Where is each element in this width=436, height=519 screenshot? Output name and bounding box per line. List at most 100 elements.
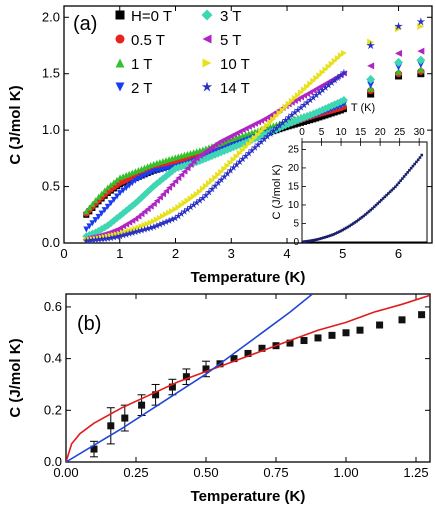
data-point bbox=[318, 86, 327, 94]
inset-data-point bbox=[357, 218, 360, 222]
data-point bbox=[138, 174, 145, 181]
data-point bbox=[319, 69, 326, 76]
fit-line bbox=[66, 294, 430, 462]
data-point bbox=[366, 41, 375, 50]
data-point bbox=[165, 216, 173, 225]
data-point bbox=[174, 212, 183, 220]
legend-marker bbox=[115, 82, 125, 92]
data-point bbox=[258, 344, 266, 352]
inset-data-point bbox=[397, 181, 401, 185]
data-point bbox=[316, 72, 323, 79]
data-point bbox=[119, 231, 127, 239]
data-point bbox=[89, 220, 96, 227]
data-point bbox=[327, 78, 336, 86]
inset-data-point bbox=[321, 236, 325, 240]
inset-data-point bbox=[362, 214, 366, 218]
data-point bbox=[189, 200, 198, 209]
x-tick-label: 0.50 bbox=[193, 465, 218, 480]
data-point bbox=[140, 225, 149, 233]
inset-y-tick-label: 20 bbox=[288, 163, 300, 174]
inset-data-point bbox=[346, 225, 350, 229]
data-point bbox=[340, 49, 347, 56]
data-point bbox=[417, 47, 425, 55]
data-point bbox=[90, 445, 98, 453]
data-point bbox=[367, 62, 375, 70]
data-point bbox=[181, 199, 188, 206]
data-point bbox=[138, 223, 145, 230]
inset-data-point bbox=[418, 156, 422, 159]
data-point bbox=[95, 213, 102, 220]
data-point bbox=[181, 168, 188, 175]
inset-data-point bbox=[367, 210, 371, 213]
legend-marker bbox=[201, 81, 213, 92]
data-point bbox=[394, 21, 403, 30]
inset-data-point bbox=[314, 238, 318, 241]
data-point bbox=[163, 188, 170, 195]
data-point bbox=[300, 337, 308, 345]
data-point bbox=[291, 108, 299, 116]
inset-data-point bbox=[355, 219, 358, 223]
data-point bbox=[113, 193, 120, 200]
data-point bbox=[287, 111, 296, 119]
data-point bbox=[184, 165, 191, 172]
data-point bbox=[183, 205, 192, 213]
data-point bbox=[244, 349, 252, 357]
inset-data-point bbox=[351, 222, 355, 225]
legend-marker bbox=[202, 58, 212, 68]
data-point bbox=[117, 190, 124, 197]
data-point bbox=[260, 135, 268, 143]
data-point bbox=[82, 236, 91, 244]
data-point bbox=[242, 144, 249, 151]
data-point bbox=[141, 208, 148, 215]
inset-data-point bbox=[372, 205, 376, 209]
data-point bbox=[144, 171, 151, 178]
data-point bbox=[186, 203, 195, 211]
inset-data-point bbox=[390, 188, 394, 192]
data-point bbox=[86, 223, 93, 230]
data-point bbox=[172, 206, 179, 213]
inset-y-label: C (J/mol K) bbox=[271, 165, 283, 220]
data-point bbox=[236, 150, 243, 157]
data-point bbox=[223, 169, 232, 177]
data-point bbox=[267, 119, 274, 126]
data-point bbox=[316, 114, 323, 121]
panel-a-label: (a) bbox=[73, 13, 97, 35]
data-point bbox=[129, 180, 136, 187]
data-point bbox=[147, 203, 154, 210]
data-point bbox=[313, 115, 320, 122]
data-point bbox=[131, 228, 140, 236]
inset-y-ticks: 0 5 10 15 20 25 bbox=[288, 144, 306, 248]
data-point bbox=[297, 89, 304, 96]
y-tick-label: 2.0 bbox=[42, 9, 60, 24]
inset-data-point bbox=[394, 185, 397, 189]
data-point bbox=[205, 180, 212, 187]
data-point bbox=[264, 122, 271, 129]
data-point bbox=[163, 211, 170, 218]
legend-marker bbox=[115, 10, 125, 20]
data-point bbox=[123, 185, 130, 192]
x-tick-label: 4 bbox=[283, 246, 290, 261]
y-tick-label: 1.0 bbox=[42, 122, 60, 137]
legend-label: 14 T bbox=[220, 80, 250, 97]
data-point bbox=[120, 187, 127, 194]
data-point bbox=[125, 229, 134, 237]
data-point bbox=[235, 157, 244, 166]
data-point bbox=[175, 174, 182, 181]
data-point bbox=[328, 60, 335, 67]
data-point bbox=[150, 201, 157, 208]
y-tick-label: 0.5 bbox=[42, 179, 60, 194]
panel-a-marks bbox=[82, 17, 426, 244]
legend-marker bbox=[201, 9, 213, 21]
inset-data-point bbox=[411, 164, 415, 168]
data-point bbox=[83, 208, 90, 215]
panel-a-y-label: C (J/mol K) bbox=[7, 85, 24, 164]
data-point bbox=[282, 103, 289, 110]
data-point bbox=[86, 204, 93, 211]
data-point bbox=[192, 198, 201, 206]
data-point bbox=[156, 194, 163, 201]
data-point bbox=[239, 147, 246, 154]
data-point bbox=[159, 219, 167, 227]
data-point bbox=[324, 81, 333, 89]
data-point bbox=[286, 339, 294, 347]
inset-data-point bbox=[364, 213, 367, 216]
